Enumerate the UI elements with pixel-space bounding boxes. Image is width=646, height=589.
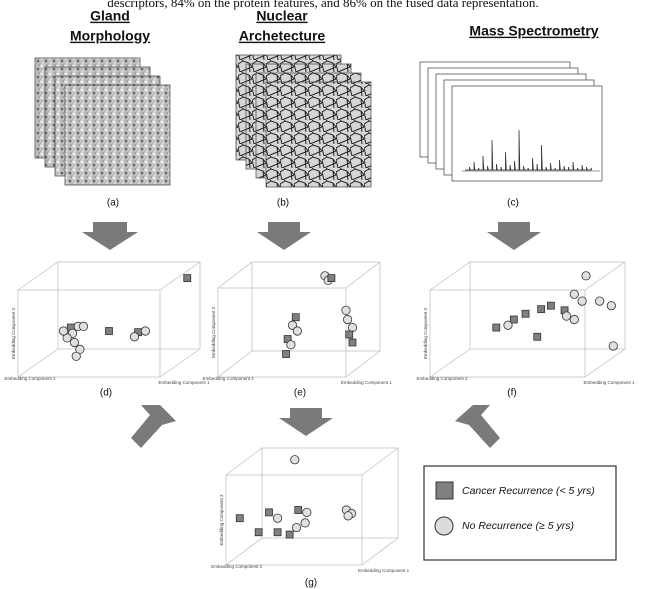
box-edge: [430, 262, 470, 290]
box-edge: [362, 538, 398, 565]
box-back: [262, 448, 398, 538]
cancer-recurrence-point: [547, 302, 554, 309]
no-recurrence-point: [582, 272, 590, 280]
cancer-recurrence-point: [255, 529, 262, 536]
axis-label: Embedding Component 2: [416, 376, 468, 381]
box-edge: [160, 349, 200, 377]
box-edge: [18, 262, 58, 290]
cancer-recurrence-point: [266, 509, 273, 516]
cancer-recurrence-point: [292, 314, 299, 321]
no-recurrence-point: [342, 306, 350, 314]
panel-title: Mass Spectrometry: [469, 23, 598, 39]
no-recurrence-point: [303, 508, 311, 516]
box-edge: [362, 448, 398, 475]
no-recurrence-point: [607, 302, 615, 310]
cancer-recurrence-point: [274, 529, 281, 536]
box-back: [252, 262, 380, 351]
no-recurrence-point: [59, 327, 67, 335]
legend-label: No Recurrence (≥ 5 yrs): [462, 520, 574, 532]
box-front: [218, 288, 346, 377]
no-recurrence-point: [570, 290, 578, 298]
no-recurrence-point: [292, 523, 300, 531]
no-recurrence-point: [141, 327, 149, 335]
axis-label: Embedding Component 1: [341, 380, 393, 385]
panel-title: Gland: [90, 8, 130, 24]
box-edge: [226, 538, 262, 565]
panel-label: (f): [507, 388, 516, 399]
panel-label: (d): [100, 388, 112, 399]
panel-label: (a): [107, 198, 119, 209]
legend: Cancer Recurrence (< 5 yrs) No Recurrenc…: [424, 466, 616, 560]
cancer-recurrence-point: [295, 507, 302, 514]
panel-label: (g): [305, 578, 317, 589]
box-edge: [585, 262, 625, 290]
no-recurrence-point: [301, 519, 309, 527]
no-recurrence-point: [578, 297, 586, 305]
no-recurrence-point: [79, 322, 87, 330]
no-recurrence-point: [609, 342, 617, 350]
axis-label: Embedding Component 3: [211, 306, 216, 358]
image-stacks: [35, 55, 602, 187]
no-recurrence-point: [570, 315, 578, 323]
panel-title: Nuclear: [256, 8, 308, 24]
figure: descriptors, 84% on the protein features…: [0, 0, 646, 589]
axis-label: Embedding Component 2: [203, 376, 255, 381]
box-edge: [346, 262, 380, 288]
cancer-recurrence-point: [522, 310, 529, 317]
cancer-recurrence-point: [349, 339, 356, 346]
no-recurrence-point: [291, 456, 299, 464]
cancer-recurrence-point: [493, 324, 500, 331]
box-edge: [226, 448, 262, 475]
no-recurrence-point: [348, 323, 356, 331]
panel-title: Morphology: [70, 28, 150, 44]
legend-label: Cancer Recurrence (< 5 yrs): [462, 485, 595, 497]
box-front: [430, 290, 585, 377]
no-recurrence-point: [287, 341, 295, 349]
box-edge: [18, 349, 58, 377]
no-recurrence-point: [562, 312, 570, 320]
panel-label: (c): [507, 198, 519, 209]
no-recurrence-point: [70, 338, 78, 346]
cancer-recurrence-point: [283, 351, 290, 358]
cancer-recurrence-point: [106, 328, 113, 335]
panel-label: (e): [294, 388, 306, 399]
image-layer: [65, 85, 170, 185]
cancer-recurrence-point: [286, 531, 293, 538]
cancer-recurrence-point: [328, 275, 335, 282]
cancer-recurrence-point: [184, 275, 191, 282]
no-recurrence-point: [504, 321, 512, 329]
axis-label: Embedding Component 2: [4, 376, 56, 381]
no-recurrence-point: [130, 333, 138, 341]
box-edge: [430, 349, 470, 377]
box-edge: [218, 351, 252, 377]
axis-label: Embedding Component 3: [11, 307, 16, 359]
box-edge: [218, 262, 252, 288]
no-recurrence-point: [273, 514, 281, 522]
no-recurrence-point: [72, 352, 80, 360]
panel-label: (b): [277, 198, 289, 209]
box-edge: [585, 349, 625, 377]
box-edge: [346, 351, 380, 377]
image-layer: [266, 82, 371, 187]
axis-label: Embedding Component 1: [358, 568, 410, 573]
box-back: [58, 262, 200, 349]
box-edge: [160, 262, 200, 290]
panel-title: Archetecture: [239, 28, 326, 44]
cancer-recurrence-point: [346, 331, 353, 338]
arrows: [82, 222, 541, 448]
axis-label: Embedding Component 3: [423, 307, 428, 359]
axis-label: Embedding Component 1: [583, 380, 635, 385]
no-recurrence-point: [343, 315, 351, 323]
cancer-recurrence-point: [538, 306, 545, 313]
cancer-recurrence-point: [236, 515, 243, 522]
cancer-recurrence-point: [534, 333, 541, 340]
axis-label: Embedding Component 2: [211, 564, 263, 569]
no-recurrence-point: [344, 512, 352, 520]
caption-fragment: descriptors, 84% on the protein features…: [107, 0, 538, 10]
no-recurrence-point: [293, 327, 301, 335]
box-front: [226, 475, 362, 565]
axis-label: Embedding Component 3: [219, 494, 224, 546]
cancer-recurrence-point: [510, 316, 517, 323]
no-recurrence-point: [595, 297, 603, 305]
